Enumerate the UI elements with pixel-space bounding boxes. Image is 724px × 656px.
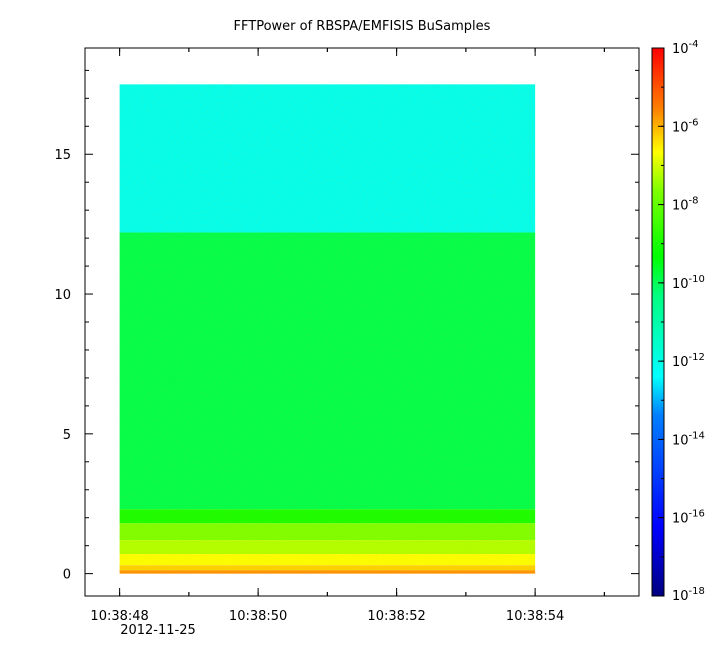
colorbar-tick-label: 10-6: [672, 117, 699, 135]
x-tick-label: 10:38:52: [367, 609, 425, 624]
colorbar-tick-label: 10-12: [672, 352, 705, 370]
colorbar: 10-4 10-6 10-8 10-10 10-12 10-14 10-16 10-18: [651, 39, 705, 604]
colorbar-tick-label: 10-4: [672, 39, 699, 57]
colorbar-tick-label: 10-16: [672, 509, 705, 527]
colorbar-tick-label: 10-10: [672, 274, 705, 292]
x-axis: 10:38:48 10:38:50 10:38:52 10:38:54: [90, 48, 605, 624]
chart-title: FFTPower of RBSPA/EMFISIS BuSamples: [234, 19, 491, 34]
spectrogram-noise: [119, 84, 536, 574]
x-tick-label: 10:38:54: [506, 609, 564, 624]
x-tick-label: 10:38:50: [229, 609, 287, 624]
colorbar-tick-label: 10-8: [672, 196, 699, 214]
y-tick-label: 15: [54, 148, 71, 163]
x-tick-sublabel: 2012-11-25: [120, 623, 196, 638]
x-tick-label: 10:38:48: [90, 609, 148, 624]
y-tick-label: 0: [63, 568, 71, 583]
y-tick-label: 10: [54, 288, 71, 303]
colorbar-ticks: 10-4 10-6 10-8 10-10 10-12 10-14 10-16 10-18: [658, 39, 705, 604]
y-axis: 0 5 10 15: [54, 69, 639, 583]
colorbar-tick-label: 10-14: [672, 430, 705, 448]
y-tick-label: 5: [63, 428, 71, 443]
colorbar-tick-label: 10-18: [672, 586, 705, 604]
plot-area: [84, 47, 640, 597]
